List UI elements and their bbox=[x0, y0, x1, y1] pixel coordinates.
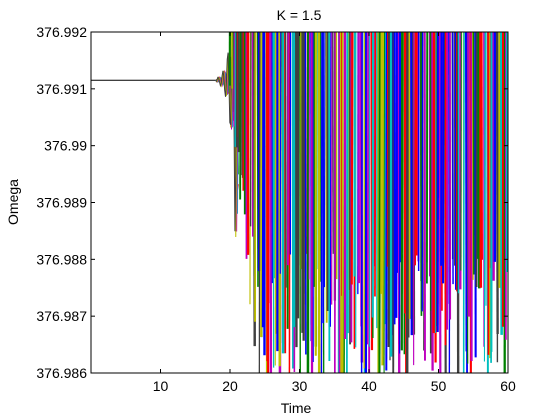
oscillation-trace bbox=[233, 32, 236, 127]
oscillation-trace bbox=[444, 32, 447, 346]
oscillation-trace bbox=[239, 32, 242, 200]
y-axis-label: Omega bbox=[5, 179, 21, 225]
onset-oscillation bbox=[215, 32, 239, 232]
oscillation-trace bbox=[353, 32, 356, 277]
y-tick-label: 376.99 bbox=[44, 138, 87, 154]
y-tick-label: 376.988 bbox=[36, 251, 87, 267]
oscillation-trace bbox=[371, 32, 375, 318]
y-tick-label: 376.989 bbox=[36, 195, 87, 211]
x-tick-label: 10 bbox=[153, 378, 169, 394]
oscillation-trace bbox=[374, 32, 377, 297]
x-tick-label: 50 bbox=[431, 378, 447, 394]
onset-oscillation bbox=[215, 32, 237, 232]
y-tick-label: 376.986 bbox=[36, 365, 87, 381]
oscillation-trace bbox=[426, 32, 429, 284]
oscillation-trace bbox=[383, 32, 386, 373]
oscillation-trace bbox=[442, 32, 445, 284]
y-tick-label: 376.991 bbox=[36, 81, 87, 97]
y-tick-label: 376.992 bbox=[36, 24, 87, 40]
oscillation-trace bbox=[269, 32, 273, 373]
oscillation-trace bbox=[258, 32, 261, 373]
x-tick-label: 30 bbox=[292, 378, 308, 394]
oscillation-trace bbox=[249, 32, 252, 227]
chart-title: K = 1.5 bbox=[277, 7, 322, 23]
x-tick-label: 60 bbox=[500, 378, 516, 394]
oscillation-trace bbox=[467, 32, 470, 317]
x-axis-label: Time bbox=[281, 400, 312, 416]
x-tick-label: 20 bbox=[222, 378, 238, 394]
oscillation-trace bbox=[465, 32, 467, 352]
oscillation-trace bbox=[323, 32, 326, 288]
oscillation-trace bbox=[279, 32, 282, 274]
oscillation-trace bbox=[434, 32, 437, 333]
oscillation-trace bbox=[320, 32, 323, 373]
oscillation-trace bbox=[385, 32, 388, 371]
oscillation-trace bbox=[491, 32, 493, 352]
oscillation-trace bbox=[381, 32, 385, 366]
data-lines bbox=[91, 32, 508, 373]
y-tick-label: 376.987 bbox=[36, 308, 87, 324]
oscillation-trace bbox=[483, 32, 486, 362]
oscillation-trace bbox=[410, 32, 414, 336]
oscillation-trace bbox=[360, 32, 363, 373]
axis-ticks: 10 20 30 40 50 60 376.986 376.987 376.988 376.989… bbox=[36, 24, 516, 394]
x-tick-label: 40 bbox=[361, 378, 377, 394]
oscillation-trace bbox=[260, 32, 263, 338]
